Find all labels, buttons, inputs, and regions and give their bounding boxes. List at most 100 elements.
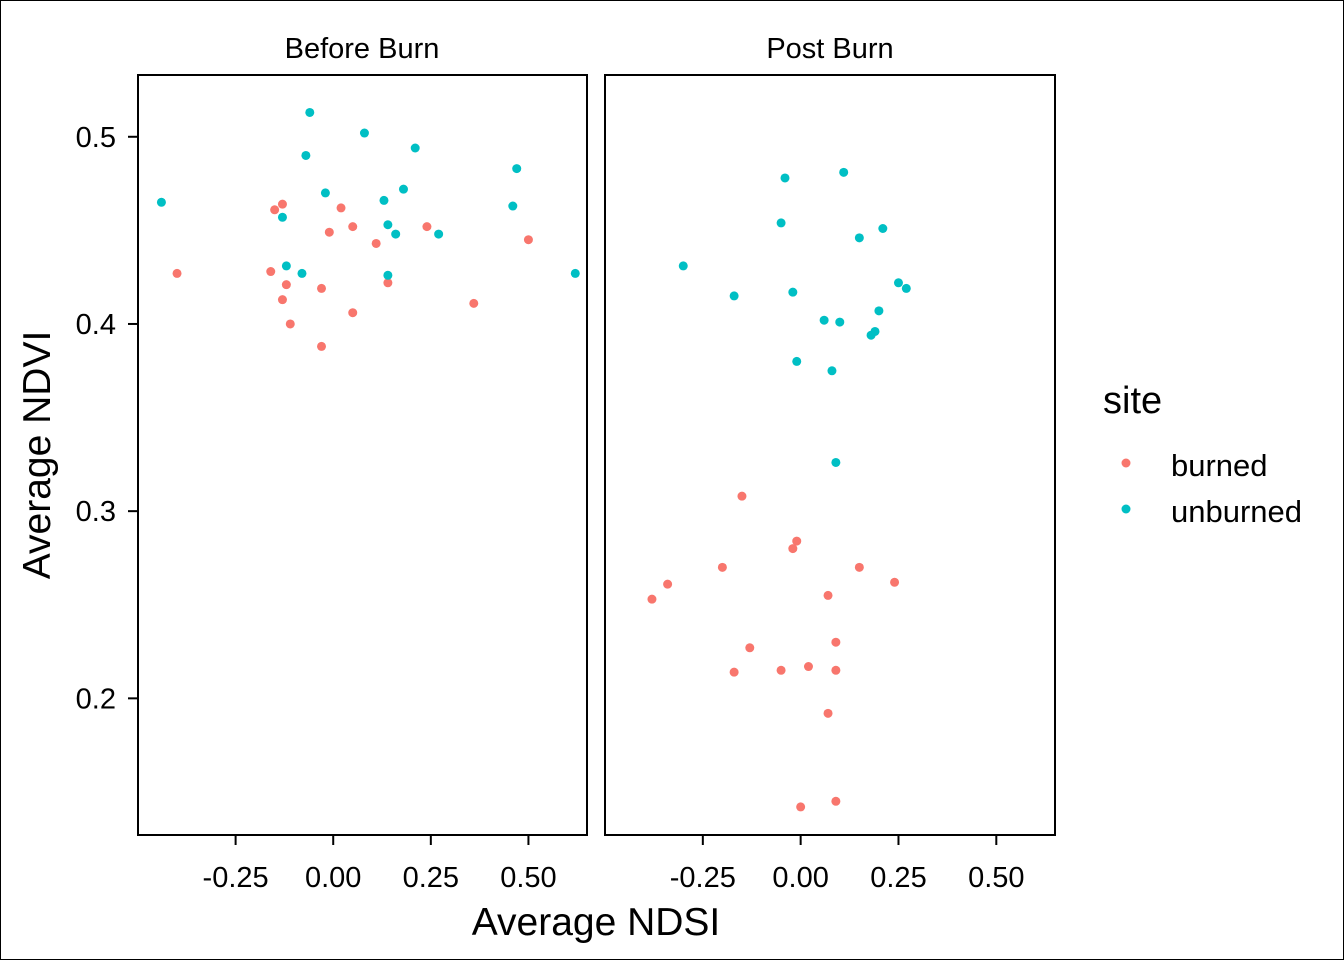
legend: site burned unburned	[1103, 380, 1302, 529]
x-axis-title: Average NDSI	[472, 901, 721, 944]
legend-label-unburned: unburned	[1171, 494, 1302, 529]
y-tick-label: 0.5	[76, 122, 116, 154]
point-burned	[803, 662, 813, 672]
point-unburned	[512, 164, 522, 174]
x-tick-label: 0.00	[772, 862, 828, 894]
point-unburned	[874, 306, 884, 316]
x-tick-label: -0.25	[670, 862, 736, 894]
point-unburned	[729, 291, 739, 301]
point-unburned	[776, 218, 786, 228]
legend-label-burned: burned	[1171, 448, 1268, 483]
x-tick-label: 0.50	[500, 862, 556, 894]
point-burned	[523, 235, 533, 245]
point-unburned	[893, 278, 903, 288]
legend-title: site	[1103, 380, 1162, 422]
point-unburned	[508, 201, 518, 211]
point-burned	[737, 491, 747, 501]
point-burned	[469, 298, 479, 308]
point-unburned	[870, 326, 880, 336]
point-burned	[266, 267, 276, 277]
point-burned	[422, 222, 432, 232]
point-unburned	[780, 173, 790, 183]
legend-swatch-unburned	[1121, 504, 1131, 514]
point-unburned	[281, 261, 291, 271]
point-burned	[281, 280, 291, 290]
point-unburned	[788, 287, 798, 297]
point-burned	[788, 544, 798, 554]
y-tick-label: 0.3	[76, 496, 116, 528]
x-tick-label: 0.50	[968, 862, 1024, 894]
y-tick-label: 0.2	[76, 683, 116, 715]
point-burned	[823, 708, 833, 718]
x-tick-label: 0.00	[305, 862, 361, 894]
point-burned	[317, 283, 327, 293]
point-burned	[277, 295, 287, 305]
point-unburned	[305, 107, 315, 117]
panel-before-burn	[137, 74, 588, 836]
point-burned	[285, 319, 295, 329]
point-burned	[270, 205, 280, 215]
point-burned	[854, 562, 864, 572]
x-tick-label: 0.25	[870, 862, 926, 894]
legend-swatch-burned	[1121, 458, 1131, 468]
point-burned	[336, 203, 346, 213]
point-burned	[776, 665, 786, 675]
panel-title-post-burn: Post Burn	[766, 33, 893, 65]
panel-title-before-burn: Before Burn	[285, 33, 440, 65]
point-burned	[729, 667, 739, 677]
point-burned	[324, 227, 334, 237]
point-unburned	[792, 356, 802, 366]
point-burned	[317, 341, 327, 351]
point-unburned	[359, 128, 369, 138]
point-burned	[172, 268, 182, 278]
point-unburned	[379, 195, 389, 205]
point-burned	[831, 637, 841, 647]
point-unburned	[391, 229, 401, 239]
point-burned	[348, 222, 358, 232]
point-unburned	[297, 268, 307, 278]
point-burned	[371, 238, 381, 248]
point-burned	[792, 536, 802, 546]
point-unburned	[301, 150, 311, 160]
point-unburned	[410, 143, 420, 153]
point-burned	[831, 665, 841, 675]
point-burned	[383, 278, 393, 288]
x-axis-before-burn: -0.25 0.00 0.25 0.50	[203, 835, 557, 894]
point-unburned	[156, 197, 166, 207]
x-tick-label: 0.25	[403, 862, 459, 894]
point-burned	[831, 796, 841, 806]
point-burned	[890, 577, 900, 587]
y-tick-label: 0.4	[76, 309, 116, 341]
y-axis-title: Average NDVI	[16, 331, 59, 580]
point-unburned	[901, 283, 911, 293]
panel-post-burn	[604, 74, 1056, 836]
point-burned	[796, 802, 806, 812]
x-axis-post-burn: -0.25 0.00 0.25 0.50	[670, 835, 1025, 894]
point-unburned	[383, 270, 393, 280]
point-burned	[277, 199, 287, 209]
point-unburned	[831, 457, 841, 467]
point-unburned	[839, 167, 849, 177]
point-burned	[348, 308, 358, 318]
points-before-burn	[156, 107, 580, 351]
point-unburned	[827, 366, 837, 376]
points-post-burn	[647, 167, 911, 812]
point-unburned	[277, 212, 287, 222]
point-unburned	[878, 223, 888, 233]
point-unburned	[570, 268, 580, 278]
point-unburned	[854, 233, 864, 243]
x-tick-label: -0.25	[203, 862, 269, 894]
y-axis: 0.2 0.3 0.4 0.5	[76, 122, 138, 715]
point-unburned	[320, 188, 330, 198]
point-unburned	[819, 315, 829, 325]
point-unburned	[383, 220, 393, 230]
point-burned	[717, 562, 727, 572]
point-unburned	[398, 184, 408, 194]
point-burned	[663, 579, 673, 589]
point-burned	[823, 590, 833, 600]
point-burned	[647, 594, 657, 604]
point-unburned	[835, 317, 845, 327]
point-unburned	[434, 229, 444, 239]
point-unburned	[678, 261, 688, 271]
